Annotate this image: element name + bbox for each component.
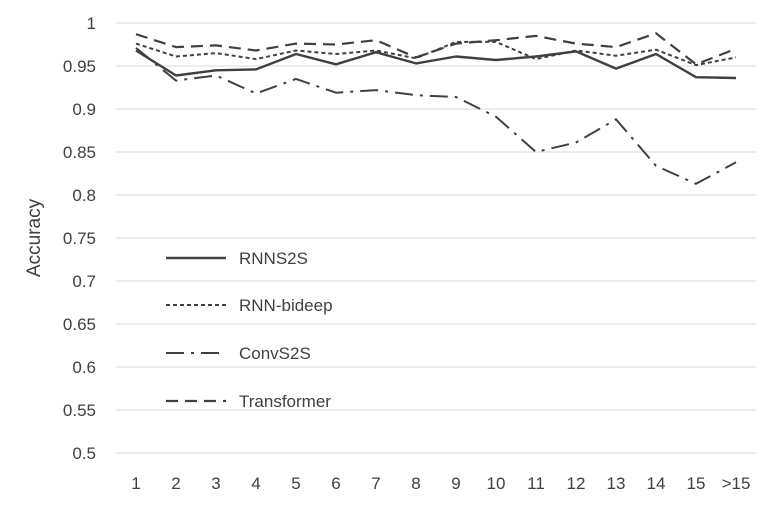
- y-tick-label: 0.95: [63, 57, 96, 76]
- x-tick-label: 2: [171, 474, 180, 493]
- x-tick-label: 14: [647, 474, 666, 493]
- y-tick-label: 0.85: [63, 143, 96, 162]
- legend: RNNS2S RNN-bideep ConvS2S Transformer: [166, 249, 333, 411]
- x-tick-label: 7: [371, 474, 380, 493]
- x-tick-label: 1: [131, 474, 140, 493]
- legend-label: RNNS2S: [239, 249, 308, 268]
- x-tick-label: 10: [487, 474, 506, 493]
- y-axis-ticks: 0.5 0.55 0.6 0.65 0.7 0.75 0.8 0.85 0.9 0.95 1: [63, 14, 96, 463]
- series-line-rnn-bideep: [135, 40, 737, 67]
- x-axis-ticks: 1 2 3 4 5 6 7 8 9 10 11 12 13 14 15 >15: [131, 474, 750, 493]
- legend-label: ConvS2S: [239, 344, 311, 363]
- x-tick-label: 15: [687, 474, 706, 493]
- legend-label: Transformer: [239, 392, 331, 411]
- x-tick-label: 12: [567, 474, 586, 493]
- x-tick-label: 4: [251, 474, 260, 493]
- x-tick-label: 3: [211, 474, 220, 493]
- y-tick-label: 0.75: [63, 229, 96, 248]
- legend-label: RNN-bideep: [239, 296, 333, 315]
- x-tick-label: 9: [451, 474, 460, 493]
- y-tick-label: 1: [87, 14, 96, 33]
- series-line-convs2s: [135, 47, 737, 185]
- y-axis-title: Accuracy: [24, 198, 45, 277]
- gridlines: [116, 22, 756, 454]
- x-tick-label: 13: [607, 474, 626, 493]
- x-tick-label: 6: [331, 474, 340, 493]
- y-tick-label: 0.8: [72, 186, 96, 205]
- x-tick-label: 8: [411, 474, 420, 493]
- x-tick-label: 11: [527, 474, 545, 493]
- series-lines: [135, 32, 737, 185]
- y-tick-label: 0.7: [72, 272, 96, 291]
- y-tick-label: 0.65: [63, 315, 96, 334]
- x-tick-label: >15: [722, 474, 751, 493]
- y-tick-label: 0.9: [72, 100, 96, 119]
- y-tick-label: 0.5: [72, 444, 96, 463]
- y-tick-label: 0.55: [63, 401, 96, 420]
- series-line-rnns2s: [135, 49, 737, 80]
- series-line-transformer: [135, 32, 737, 66]
- y-tick-label: 0.6: [72, 358, 96, 377]
- x-tick-label: 5: [291, 474, 300, 493]
